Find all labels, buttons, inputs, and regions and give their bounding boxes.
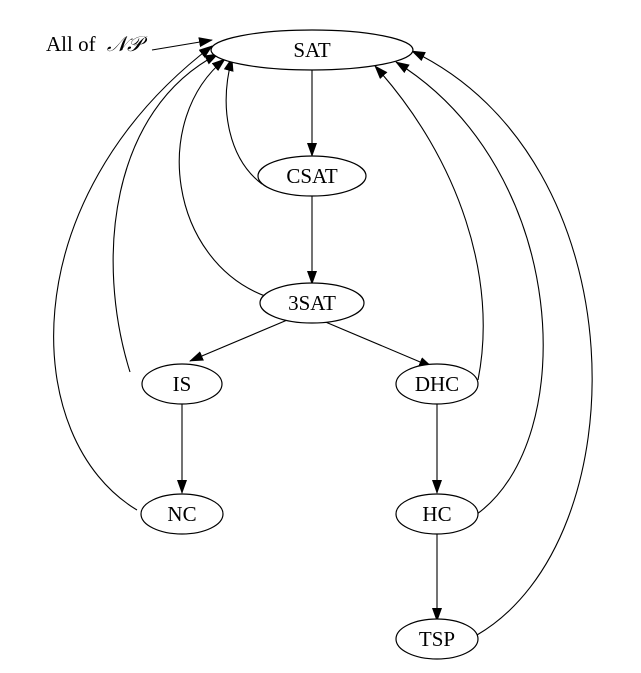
node-dhc: DHC [395,363,479,405]
node-is-label: IS [173,372,192,396]
np-label: All of 𝒩𝒫 [46,32,148,56]
np-symbol: 𝒩𝒫 [107,32,148,56]
node-sat-label: SAT [293,38,331,62]
node-tsp: TSP [395,618,479,660]
edge-nc-sat [53,45,213,511]
node-hc: HC [395,493,479,535]
edge-3sat-is [189,317,293,362]
node-tsp-label: TSP [419,627,455,651]
edge-dhc-sat [374,65,484,381]
edge-3sat-dhc [315,317,433,368]
node-csat-label: CSAT [286,164,338,188]
node-hc-label: HC [422,502,451,526]
node-3sat: 3SAT [259,282,365,324]
edge-3sat-sat [178,58,266,297]
node-nc-label: NC [167,502,196,526]
np-label-prefix: All of [46,32,96,56]
node-sat: SAT [210,29,414,71]
edge-hc-sat [395,61,544,515]
edge-csat-sat [223,57,263,185]
edge-is-sat [112,53,219,373]
node-dhc-label: DHC [415,372,459,396]
edge-np-sat [151,37,213,51]
edge-tsp-sat [411,50,593,636]
node-nc: NC [140,493,224,535]
node-csat: CSAT [257,155,367,197]
node-is: IS [141,363,223,405]
node-3sat-label: 3SAT [288,291,336,315]
